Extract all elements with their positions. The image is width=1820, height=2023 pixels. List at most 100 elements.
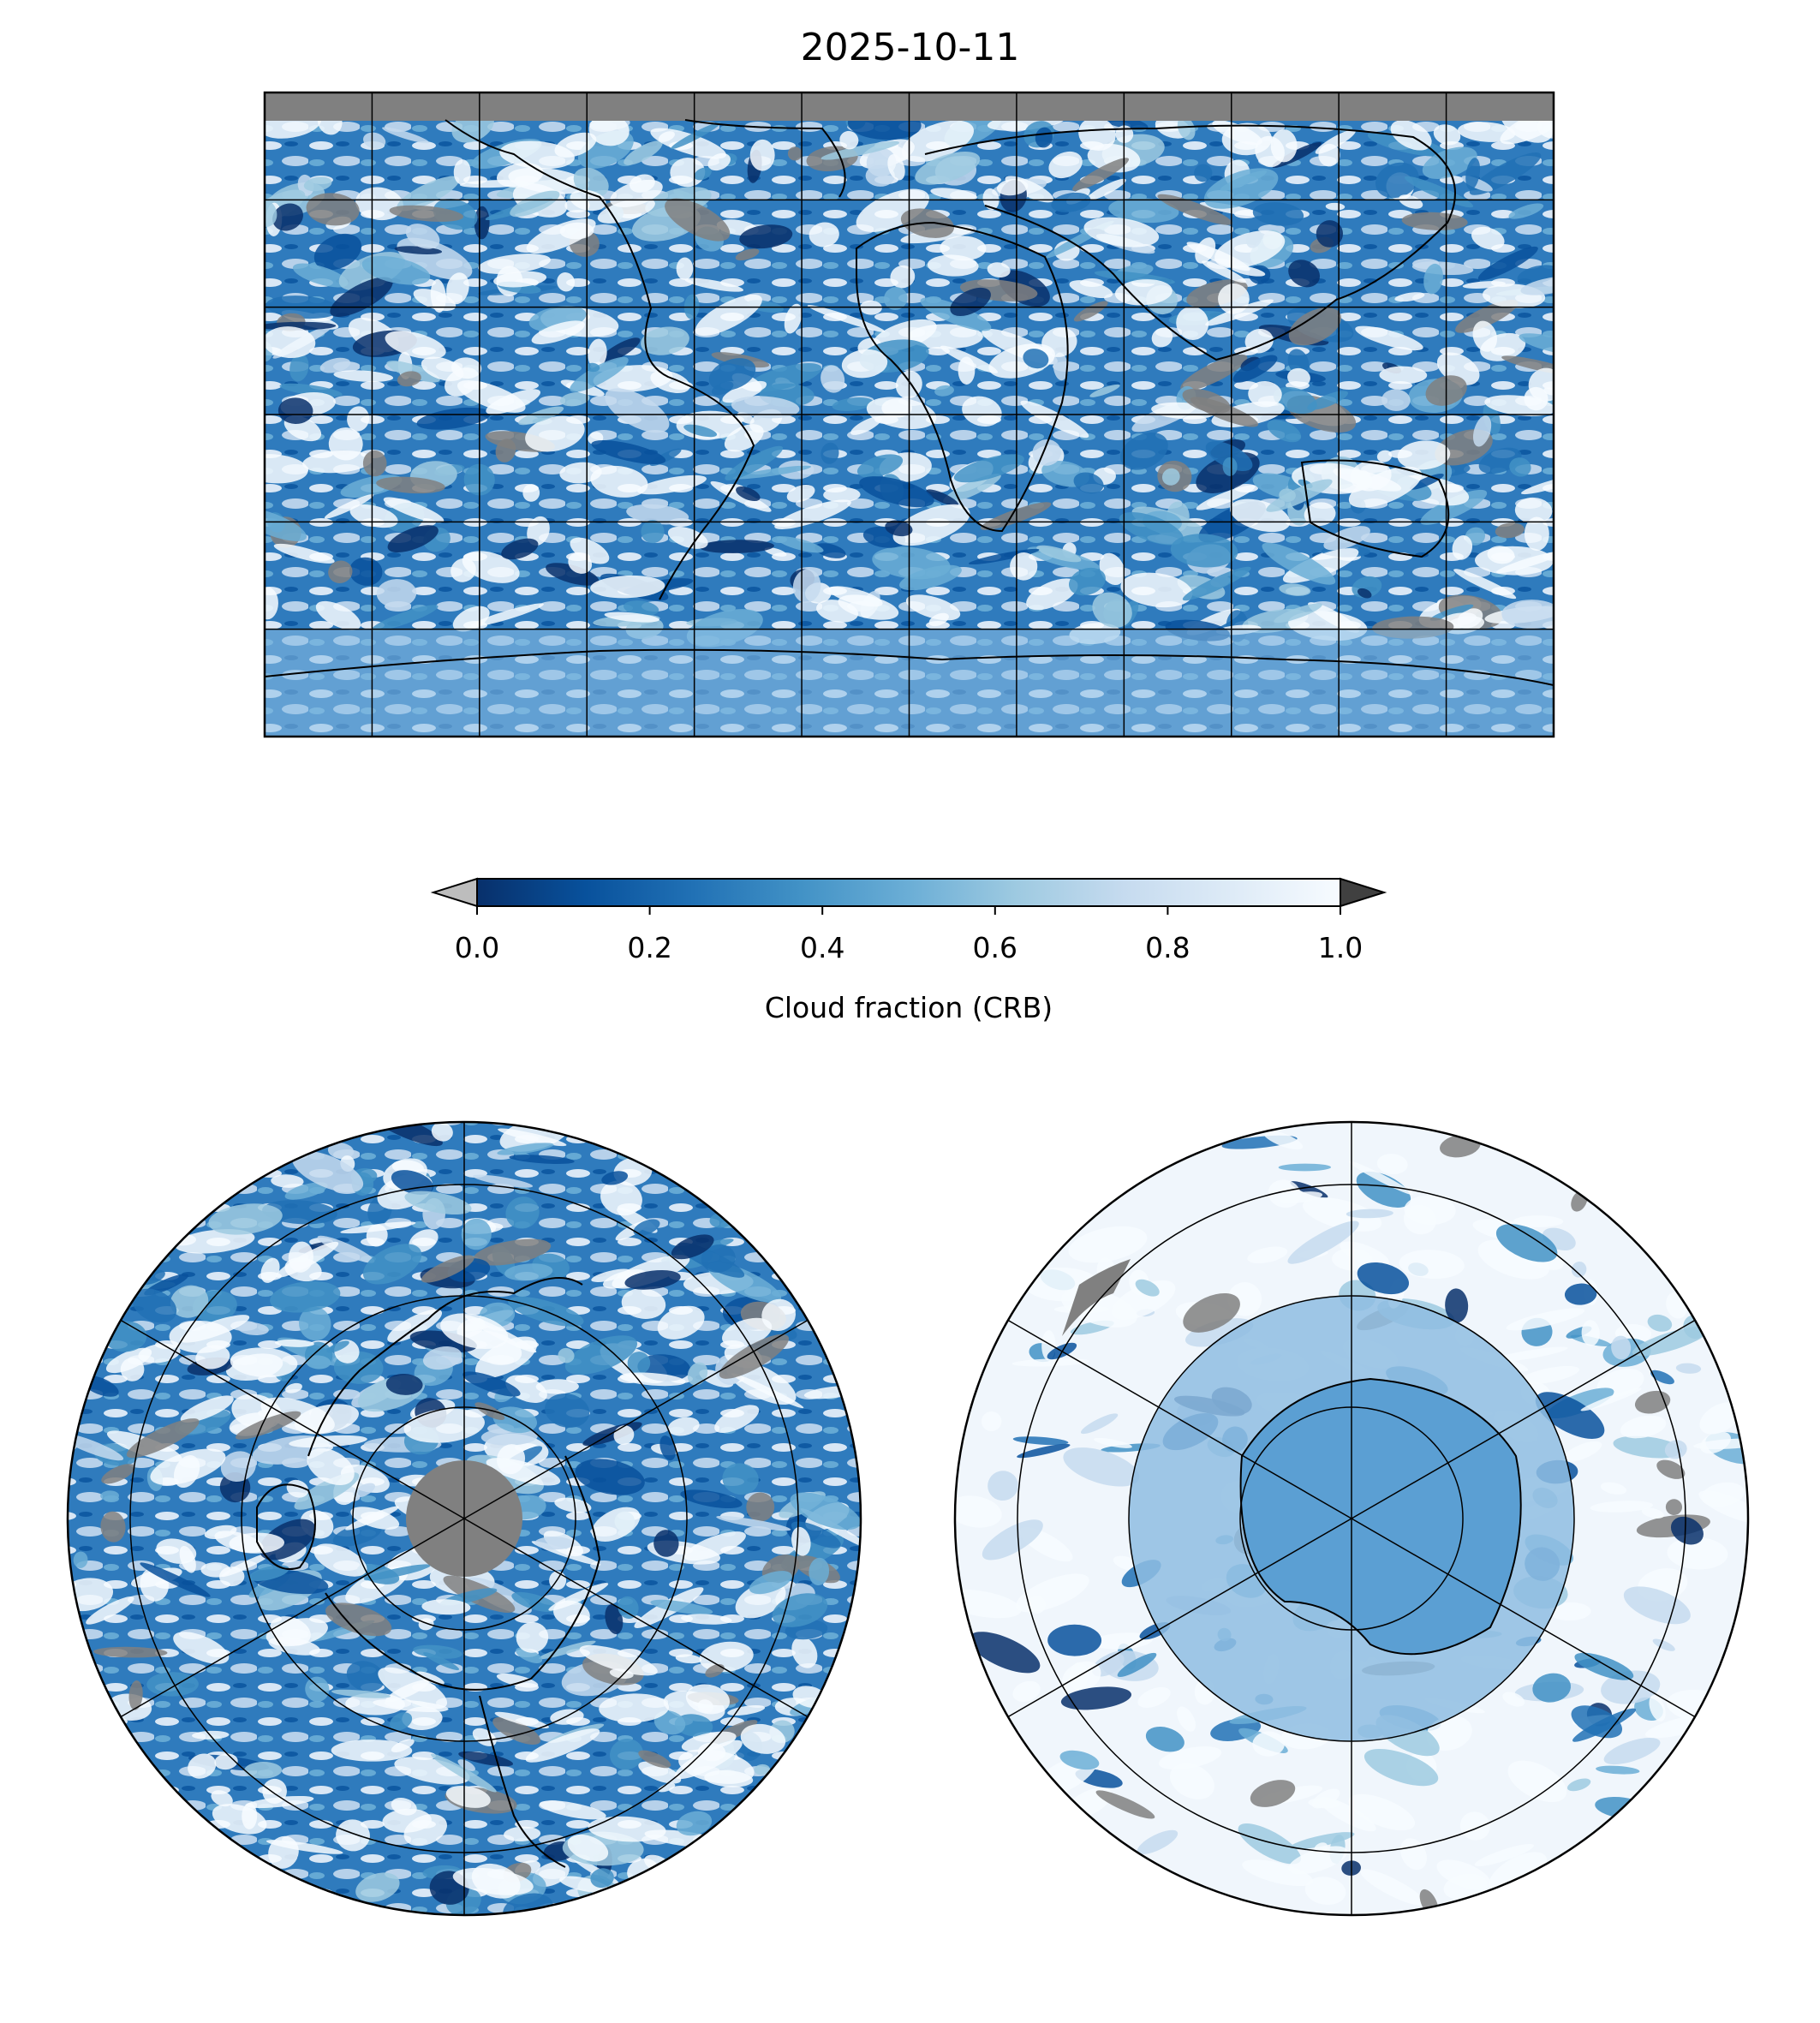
cloud-patch (1095, 1790, 1155, 1819)
colorbar-tick-label: 0.0 (455, 931, 499, 964)
cloud-patch (1649, 1694, 1666, 1722)
cloud-patch (859, 476, 934, 508)
cloud-patch (1519, 1365, 1580, 1385)
cloud-patch (1252, 1731, 1286, 1757)
cloud-patch (557, 272, 576, 292)
cloud-patch (260, 1257, 280, 1283)
cloud-patch (461, 1218, 492, 1250)
cloud-patch (1086, 178, 1126, 201)
cloud-patch (302, 451, 373, 474)
cloud-patch (472, 1728, 497, 1746)
colorbar-gradient (476, 878, 1341, 907)
cloud-patch (850, 416, 882, 435)
cloud-patch (637, 474, 707, 495)
cloud-patch (307, 1447, 355, 1486)
cloud-patch (421, 1599, 471, 1615)
cloud-patch (403, 1814, 447, 1847)
meridian-line (1007, 1319, 1352, 1519)
cloud-patch (1376, 1154, 1408, 1175)
cloud-patch (1203, 168, 1279, 209)
cloud-patch (146, 1672, 199, 1697)
cloud-patch (1445, 1288, 1469, 1323)
cloud-patch (930, 188, 977, 201)
cloud-patch (591, 1268, 631, 1283)
cloud-patch (385, 331, 446, 360)
cloud-patch (676, 257, 694, 280)
cloud-patch (389, 205, 464, 222)
cloud-patch (883, 287, 908, 310)
cloud-patch (1611, 1335, 1632, 1360)
cloud-patch (451, 558, 476, 582)
cloud-patch (1465, 158, 1481, 190)
cloud-patch (1513, 1215, 1564, 1227)
cloud-patch (1548, 1602, 1591, 1621)
cloud-patch (242, 1803, 258, 1829)
cloud-patch (1349, 1161, 1414, 1196)
cloud-patch (331, 1740, 413, 1762)
cloud-patch (361, 255, 431, 285)
cloud-patch (1459, 1811, 1490, 1841)
cloud-patch (306, 193, 360, 226)
cloud-patch (1423, 263, 1443, 295)
cloud-patch (1652, 1638, 1675, 1651)
cloud-patch (221, 1551, 273, 1578)
cloud-patch (996, 178, 1029, 196)
cloud-patch (559, 391, 590, 407)
cloud-patch (1603, 1737, 1661, 1765)
cloud-patch (613, 1425, 635, 1445)
cloud-patch (1094, 1437, 1132, 1448)
cloud-patch (1506, 1308, 1585, 1331)
colorbar-tick-label: 1.0 (1318, 931, 1363, 964)
north-coastlines (256, 1277, 601, 1868)
cloud-patch (1288, 307, 1342, 346)
cloud-patch (791, 1526, 811, 1556)
cloud-patch (499, 140, 575, 170)
cloud-patch (579, 1644, 658, 1676)
cloud-patch (328, 560, 353, 583)
cloud-patch (588, 338, 607, 368)
cloud-patch (1509, 457, 1531, 477)
cloud-patch (1073, 301, 1108, 322)
cloud-patch (1145, 1727, 1184, 1752)
cloud-patch (391, 1798, 417, 1816)
cloud-patch (722, 1317, 773, 1347)
cloud-patch (422, 1346, 462, 1370)
cloud-patch (1520, 276, 1554, 295)
cloud-patch (299, 1306, 331, 1341)
cloud-patch (1244, 328, 1274, 354)
cloud-patch (1364, 1748, 1439, 1787)
cloud-patch (832, 397, 874, 412)
cloud-patch (421, 356, 464, 381)
cloud-patch (1194, 164, 1213, 182)
cloud-patch (1670, 1516, 1704, 1545)
cloud-patch (1665, 1499, 1683, 1516)
colorbar-label: Cloud fraction (CRB) (765, 991, 1053, 1024)
cloud-patch (1063, 1447, 1140, 1487)
cloud-patch (539, 1800, 606, 1820)
cloud-patch (346, 1661, 385, 1692)
cloud-patch (809, 222, 839, 248)
south-map-frame (953, 1120, 1750, 1917)
cloud-patch (173, 1455, 200, 1489)
cloud-patch (1514, 497, 1553, 524)
cloud-patch (1563, 1441, 1602, 1462)
cloud-patch (1078, 116, 1116, 152)
cloud-patch (188, 1753, 217, 1779)
cloud-patch (493, 271, 547, 288)
cloud-patch (791, 1636, 818, 1668)
cloud-patch (1641, 1507, 1664, 1519)
cloud-patch (516, 1621, 549, 1653)
cloud-patch (667, 1417, 700, 1436)
cloud-patch (1357, 588, 1372, 599)
cloud-patch (627, 1352, 651, 1375)
cloud-patch (955, 1495, 1002, 1528)
cloud-patch (1080, 1413, 1119, 1435)
cloud-patch (272, 203, 303, 231)
cloud-patch (1262, 542, 1336, 585)
cloud-patch (683, 424, 718, 438)
cloud-patch (349, 557, 383, 586)
cloud-patch (535, 1379, 579, 1394)
cloud-patch (671, 1234, 714, 1260)
cloud-patch (1623, 1586, 1691, 1625)
cloud-patch (809, 1557, 830, 1586)
